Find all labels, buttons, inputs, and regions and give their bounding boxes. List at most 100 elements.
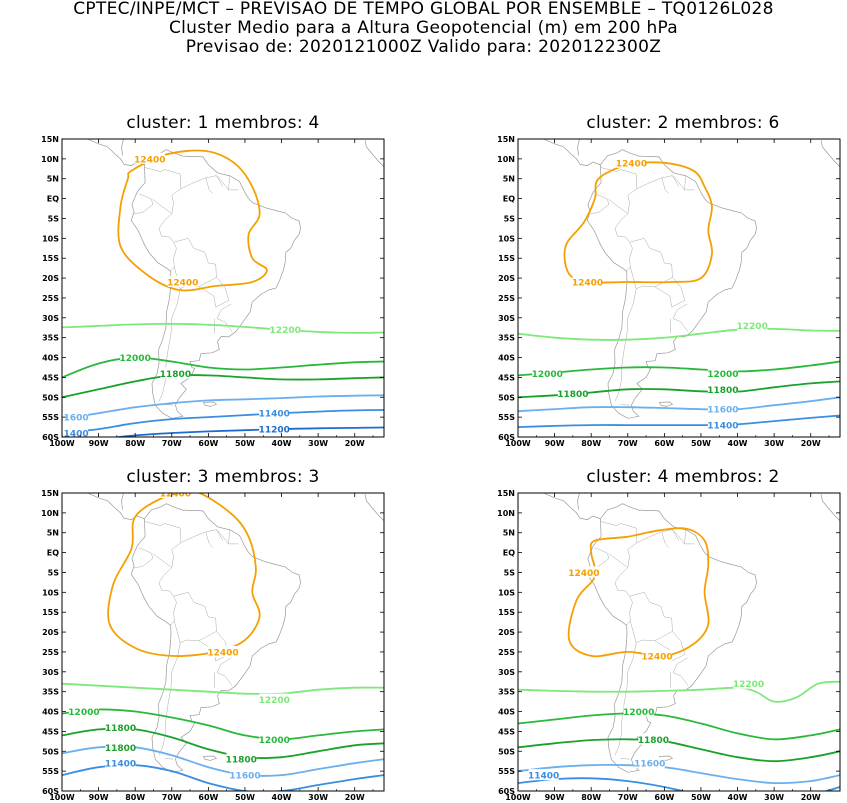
country-border (620, 758, 630, 760)
contour-label-bg (105, 721, 136, 733)
lat-tick-label: 40S (498, 708, 515, 717)
country-border (158, 642, 181, 756)
lat-tick-label: 10S (42, 588, 59, 597)
lat-tick-label: 35S (42, 688, 59, 697)
panel-1-map: 12400 12400 12200 12000 11800 11600 11400 11400… (41, 135, 385, 448)
contour-label: 11800 (638, 736, 669, 746)
lon-tick-label: 60W (198, 439, 218, 448)
contour-label-bg (229, 769, 260, 781)
lat-tick-label: 50S (498, 393, 515, 402)
central-america-coastline (542, 493, 601, 520)
contour-12200 (518, 327, 840, 341)
lon-tick-label: 60W (198, 793, 218, 802)
country-border (205, 177, 213, 194)
caribbean-coastline (577, 493, 580, 510)
contour-label: 12000 (707, 370, 738, 380)
contour-label: 12200 (259, 696, 290, 706)
contour-label-bg (557, 387, 588, 399)
lat-tick-label: 35S (498, 688, 515, 697)
lat-tick-label: 30S (42, 668, 59, 677)
country-border (601, 521, 638, 568)
lat-tick-label: 5S (504, 214, 516, 223)
contour-label: 11600 (634, 760, 665, 770)
lon-tick-label: 80W (125, 439, 145, 448)
map-frame (61, 138, 385, 438)
contour-label: 12200 (270, 326, 301, 336)
country-border (672, 303, 689, 332)
country-border (216, 303, 233, 332)
contour-12000 (62, 708, 384, 741)
contour-label: 11800 (707, 386, 738, 396)
contour-label-bg (737, 319, 768, 331)
lon-tick-label: 70W (162, 793, 182, 802)
contour-label-bg (167, 276, 198, 288)
panel-1-title: cluster: 1 membros: 4 (126, 113, 320, 133)
lat-tick-label: 10N (41, 155, 59, 164)
contour-label: 12400 (207, 648, 238, 658)
contour-label: 12400 (572, 279, 603, 289)
contour-label: 11400 (105, 760, 136, 770)
contour-label: 11200 (259, 426, 290, 436)
contour-label-bg (120, 351, 151, 363)
country-border (636, 175, 695, 191)
lat-tick-label: 10S (498, 588, 515, 597)
contour-label: 11600 (707, 406, 738, 416)
contour-12200 (62, 322, 384, 334)
country-border (152, 553, 177, 626)
figure-header: CPTEC/INPE/MCT – PREVISAO DE TEMPO GLOBA… (0, 0, 847, 57)
header-title-line1: CPTEC/INPE/MCT – PREVISAO DE TEMPO GLOBA… (73, 0, 774, 19)
contour-label-bg (707, 403, 738, 415)
country-border (145, 521, 182, 568)
lon-tick-label: 100W (49, 439, 75, 448)
lat-tick-label: 25S (42, 294, 59, 303)
contour-label: 11800 (105, 744, 136, 754)
falklands-coastline (203, 401, 218, 407)
lat-tick-label: 35S (498, 334, 515, 343)
contour-label-bg (259, 407, 290, 419)
lat-tick-label: 5S (48, 214, 60, 223)
africa-coastline (364, 140, 384, 173)
contour-label-bg (528, 769, 559, 781)
caribbean-coastline (577, 139, 580, 156)
lon-tick-label: 70W (618, 793, 638, 802)
lat-tick-label: 40S (498, 354, 515, 363)
lon-tick-label: 40W (272, 793, 292, 802)
panel-3-title: cluster: 3 membros: 3 (126, 467, 320, 487)
lon-tick-label: 70W (618, 439, 638, 448)
south-america-coastline (586, 503, 757, 773)
lon-tick-label: 80W (125, 793, 145, 802)
map-frame (61, 492, 385, 792)
country-border (629, 238, 673, 290)
country-border (620, 404, 630, 406)
lat-tick-label: 60S (42, 787, 59, 796)
lon-tick-label: 60W (654, 439, 674, 448)
contour-12000 (62, 356, 384, 379)
contour-11400 (518, 414, 840, 428)
lat-tick-label: 30S (498, 668, 515, 677)
country-border (684, 530, 686, 544)
south-america-coastline (586, 149, 757, 419)
africa-coastline (820, 494, 840, 527)
contour-11800 (62, 373, 384, 399)
lat-tick-label: 10S (42, 234, 59, 243)
lat-tick-label: 45S (42, 727, 59, 736)
country-border (590, 193, 609, 214)
lat-tick-label: 55S (498, 413, 515, 422)
panel-3-map: 1240012400122001200012000118001180011800… (41, 489, 385, 802)
contour-label-bg (68, 705, 99, 717)
country-border (661, 177, 669, 194)
lat-tick-label: EQ (47, 195, 59, 204)
lon-tick-label: 40W (728, 793, 748, 802)
contour-label: 11800 (160, 370, 191, 380)
panel-2-title: cluster: 2 membros: 6 (586, 113, 780, 133)
contour-label: 12200 (733, 680, 764, 690)
country-border (672, 175, 680, 187)
contour-label: 11800 (557, 390, 588, 400)
lon-tick-label: 20W (345, 439, 365, 448)
lon-tick-label: 20W (801, 793, 821, 802)
contour-label-bg (259, 733, 290, 745)
country-border (180, 529, 239, 545)
lat-tick-label: 5N (503, 175, 515, 184)
contour-label-bg (568, 566, 599, 578)
lon-tick-label: 20W (345, 793, 365, 802)
